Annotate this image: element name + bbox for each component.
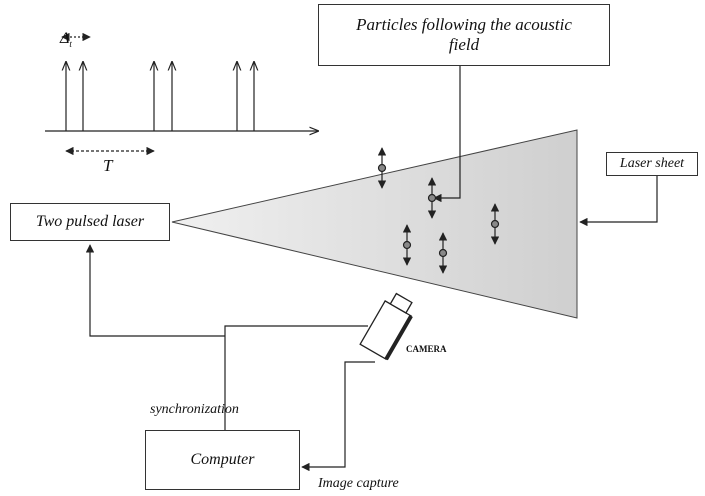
delta-label: Δt [60,30,72,50]
laser-box: Two pulsed laser [10,203,170,241]
period-label: T [103,156,113,175]
particles [377,147,500,274]
sync-label: synchronization [150,402,239,417]
particles-box: Particles following the acoustic field [318,4,610,66]
capture-label: Image capture [318,476,399,491]
connectors [85,66,658,472]
computer-box: Computer [145,430,300,490]
pulse-train [45,32,318,156]
laser-sheet-box: Laser sheet [606,152,698,176]
camera-label: CAMERA [406,344,447,354]
laser-sheet [171,129,578,319]
camera-icon [359,292,413,361]
